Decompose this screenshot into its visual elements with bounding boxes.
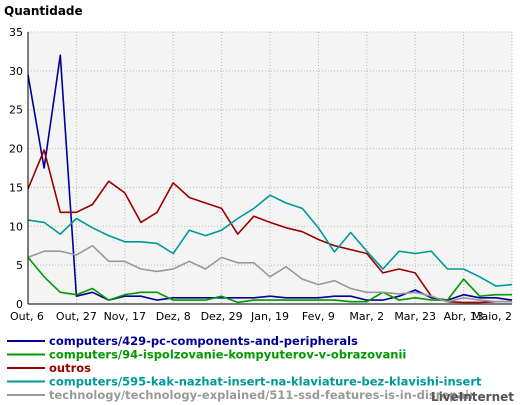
series-lines — [27, 54, 513, 304]
legend-label-5: technology/technology-explained/511-ssd-… — [49, 388, 475, 402]
y-tick-label: 5 — [16, 259, 23, 272]
legend: computers/429-pc-components-and-peripher… — [7, 334, 482, 402]
y-tick-label: 20 — [9, 143, 23, 156]
y-tick-label: 10 — [9, 220, 23, 233]
series-line-5 — [27, 244, 512, 303]
x-tick-label: Mar, 23 — [394, 310, 436, 323]
x-tick-label: Out, 6 — [10, 310, 44, 323]
y-tick-label: 25 — [9, 104, 23, 117]
x-tick-label: Fev, 9 — [302, 310, 335, 323]
y-tick-label: 15 — [9, 181, 23, 194]
y-tick-label: 35 — [9, 26, 23, 39]
x-tick-label: Nov, 17 — [104, 310, 146, 323]
y-tick-label: 0 — [16, 298, 23, 311]
y-axis-title: Quantidade — [4, 4, 83, 18]
watermark: LiveInternet — [431, 390, 514, 404]
x-tick-label: Mar, 2 — [349, 310, 384, 323]
series-line-2 — [27, 256, 512, 304]
y-tick-labels: 0 5 10 15 20 25 30 35 — [9, 26, 23, 311]
series-line-4 — [27, 194, 513, 287]
x-tick-label: Jan, 19 — [250, 310, 289, 323]
x-tick-label: Maio, 2 — [472, 310, 512, 323]
legend-label-3: outros — [49, 361, 91, 375]
x-tick-label: Dez, 8 — [156, 310, 191, 323]
y-tick-label: 30 — [9, 65, 23, 78]
legend-label-1: computers/429-pc-components-and-peripher… — [49, 334, 358, 348]
legend-label-2: computers/94-ispolzovanie-kompyuterov-v-… — [49, 348, 406, 362]
x-tick-label: Abr, 13 — [444, 310, 484, 323]
x-tick-label: Dez, 29 — [201, 310, 243, 323]
grid — [28, 31, 513, 304]
x-tick-label: Out, 27 — [56, 310, 97, 323]
legend-label-4: computers/595-kak-nazhat-insert-na-klavi… — [49, 375, 482, 389]
x-tick-labels: Out, 6 Out, 27 Nov, 17 Dez, 8 Dez, 29 Jan, 19… — [10, 310, 512, 323]
